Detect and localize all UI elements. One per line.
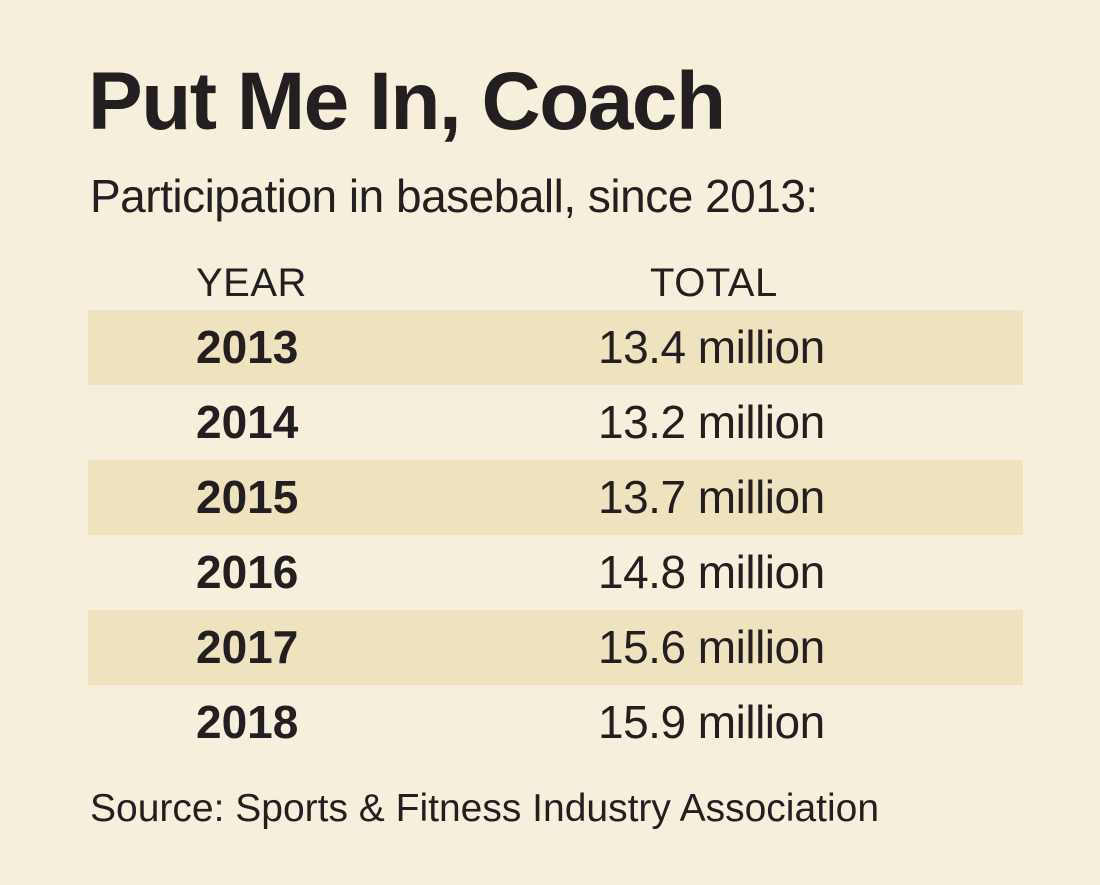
total-cell: 13.4 million [598, 321, 825, 373]
year-cell: 2015 [196, 471, 299, 523]
total-cell: 13.7 million [598, 471, 825, 523]
table-row: 2014 13.2 million [88, 385, 1023, 460]
year-cell: 2017 [196, 621, 299, 673]
total-cell: 13.2 million [598, 396, 825, 448]
participation-table: YEAR TOTAL 2013 13.4 million 2014 13.2 m… [88, 256, 1023, 760]
table-row: 2017 15.6 million [88, 610, 1023, 685]
table-row: 2015 13.7 million [88, 460, 1023, 535]
year-cell: 2013 [196, 321, 299, 373]
table-row: 2013 13.4 million [88, 310, 1023, 385]
column-header-total: TOTAL [650, 261, 778, 305]
total-cell: 15.6 million [598, 621, 825, 673]
table-row: 2016 14.8 million [88, 535, 1023, 610]
total-cell: 14.8 million [598, 546, 825, 598]
year-cell: 2014 [196, 396, 299, 448]
source-note: Source: Sports & Fitness Industry Associ… [90, 787, 880, 830]
chart-subtitle: Participation in baseball, since 2013: [90, 170, 818, 222]
table-row: 2018 15.9 million [88, 685, 1023, 760]
chart-title: Put Me In, Coach [88, 56, 726, 147]
total-cell: 15.9 million [598, 696, 825, 748]
column-header-year: YEAR [196, 261, 307, 305]
year-cell: 2018 [196, 696, 299, 748]
year-cell: 2016 [196, 546, 299, 598]
table-header-row: YEAR TOTAL [88, 256, 1023, 310]
